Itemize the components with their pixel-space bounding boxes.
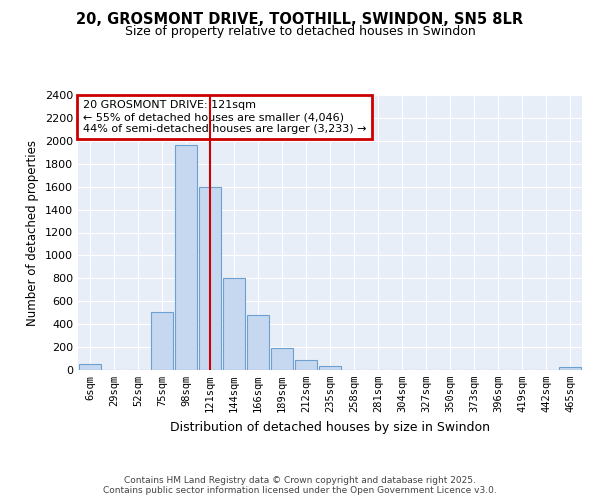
Bar: [151, 312, 173, 370]
Bar: [295, 360, 317, 370]
Bar: [271, 348, 293, 370]
Bar: [79, 364, 101, 370]
Text: Size of property relative to detached houses in Swindon: Size of property relative to detached ho…: [125, 25, 475, 38]
Bar: [223, 278, 245, 370]
Text: 20, GROSMONT DRIVE, TOOTHILL, SWINDON, SN5 8LR: 20, GROSMONT DRIVE, TOOTHILL, SWINDON, S…: [76, 12, 524, 28]
X-axis label: Distribution of detached houses by size in Swindon: Distribution of detached houses by size …: [170, 420, 490, 434]
Bar: [559, 366, 581, 370]
Bar: [319, 366, 341, 370]
Bar: [247, 315, 269, 370]
Bar: [199, 186, 221, 370]
Text: Contains HM Land Registry data © Crown copyright and database right 2025.
Contai: Contains HM Land Registry data © Crown c…: [103, 476, 497, 495]
Y-axis label: Number of detached properties: Number of detached properties: [26, 140, 40, 326]
Bar: [175, 146, 197, 370]
Text: 20 GROSMONT DRIVE: 121sqm
← 55% of detached houses are smaller (4,046)
44% of se: 20 GROSMONT DRIVE: 121sqm ← 55% of detac…: [83, 100, 367, 134]
